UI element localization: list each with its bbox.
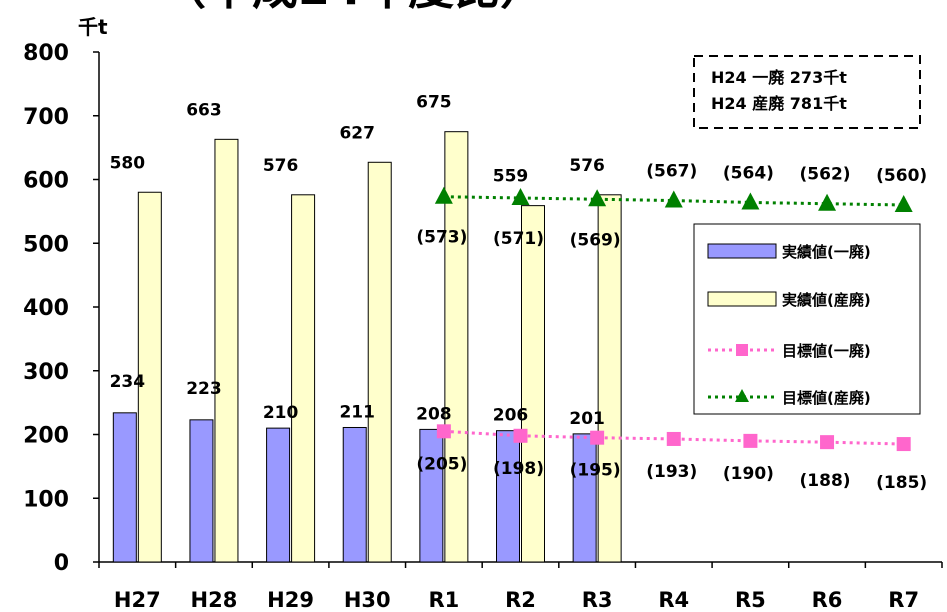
x-axis-labels: H27 H28 H29 H30 R1 R2 R3 R4 R5 R6 R7 — [114, 588, 919, 612]
target-sanpai-value-label: (569) — [570, 230, 621, 250]
annotation-box: H24 一廃 273千t H24 産廃 781千t — [693, 55, 921, 129]
x-tick-label: R5 — [735, 588, 766, 612]
y-tick-label: 300 — [23, 360, 69, 385]
bar-ippai-actual — [572, 433, 597, 563]
target-ippai-point — [743, 433, 758, 448]
x-tick-label: H28 — [191, 588, 238, 612]
bar-ippai-actual — [266, 427, 291, 563]
bar-value-label-sanpai: 559 — [493, 167, 529, 187]
y-tick-label: 800 — [23, 41, 69, 66]
annotation-box-frame — [693, 55, 921, 129]
bar-value-label-sanpai: 663 — [186, 100, 222, 120]
x-tick-label: R7 — [888, 588, 919, 612]
target-sanpai-value-label: (562) — [800, 165, 851, 185]
legend: 実績値(一廃) 実績値(産廃) 目標値(一廃) 目標値(産廃) — [693, 223, 921, 415]
bar-value-label-ippai: 223 — [186, 379, 222, 399]
y-tick-label: 400 — [23, 296, 69, 321]
target-ippai-value-label: (205) — [416, 454, 467, 474]
target-sanpai-point — [818, 193, 837, 211]
y-tick-label: 500 — [23, 232, 69, 257]
bar-ippai-actual — [342, 426, 367, 563]
x-tick-label: R2 — [505, 588, 536, 612]
bar-value-label-sanpai: 580 — [110, 153, 146, 173]
axes — [98, 52, 943, 568]
bar-value-label-ippai: 208 — [416, 404, 452, 424]
y-tick-label: 700 — [23, 105, 69, 130]
y-tick-label: 0 — [54, 551, 69, 576]
bar-sanpai-actual — [521, 205, 545, 563]
target-ippai-value-label: (185) — [876, 473, 927, 493]
target-sanpai-point — [588, 189, 607, 207]
bar-value-label-sanpai: 675 — [416, 93, 452, 113]
legend-swatch-sanpai-actual — [707, 291, 777, 307]
y-tick-label: 100 — [23, 487, 69, 512]
bar-value-label-ippai: 234 — [110, 372, 146, 392]
bar-ippai-actual — [496, 430, 520, 563]
legend-marker-triangle-icon — [735, 389, 749, 402]
y-tick-label: 200 — [23, 424, 69, 449]
x-tick-label: R4 — [658, 588, 689, 612]
y-axis-ticks: 0 100 200 300 400 500 600 700 800 — [23, 41, 99, 576]
target-sanpai-value-label: (560) — [876, 166, 927, 186]
x-tick-label: R1 — [428, 588, 459, 612]
bar-sanpai-actual — [291, 194, 316, 563]
target-sanpai-point — [741, 192, 760, 210]
target-ippai-value-label: (195) — [570, 461, 621, 481]
bar-ippai-actual — [112, 412, 137, 563]
bar-value-label-sanpai: 627 — [339, 123, 375, 143]
target-ippai-point — [436, 424, 451, 439]
bar-value-label-ippai: 211 — [339, 402, 375, 422]
target-sanpai-point — [511, 187, 530, 205]
target-sanpai-point — [894, 195, 913, 212]
bar-sanpai-actual — [137, 191, 162, 563]
target-sanpai-point — [664, 190, 683, 208]
target-ippai-value-label: (198) — [493, 459, 544, 479]
legend-label-ippai-target: 目標値(一廃) — [782, 342, 871, 360]
target-sanpai-value-label: (567) — [646, 162, 697, 182]
target-ippai-point — [590, 430, 605, 445]
bar-sanpai-actual — [444, 131, 469, 563]
x-tick-label: R3 — [582, 588, 613, 612]
chart-title: （平成24年度比） — [160, 0, 546, 15]
target-ippai-value-label: (188) — [800, 471, 851, 491]
legend-label-sanpai-actual: 実績値(産廃) — [782, 291, 871, 309]
target-ippai-value-label: (190) — [723, 464, 774, 484]
bar-ippai-actual — [189, 419, 214, 563]
bar-sanpai-actual — [597, 194, 622, 563]
target-ippai-value-label: (193) — [646, 462, 697, 482]
target-sanpai-point — [434, 186, 453, 204]
target-ippai-point — [513, 428, 528, 443]
bar-value-label-ippai: 201 — [569, 409, 605, 429]
x-tick-label: H27 — [114, 588, 161, 612]
x-tick-label: H30 — [344, 588, 391, 612]
bar-value-label-ippai: 206 — [493, 406, 529, 426]
bar-value-label-ippai: 210 — [263, 403, 299, 423]
bar-sanpai-actual — [214, 138, 239, 563]
bar-ippai-actual — [419, 428, 444, 563]
legend-label-ippai-actual: 実績値(一廃) — [782, 243, 871, 261]
target-ippai-point — [820, 435, 835, 450]
unit-label: 千t — [78, 15, 108, 39]
annotation-line-1: H24 一廃 273千t — [711, 68, 847, 87]
x-tick-label: H29 — [267, 588, 314, 612]
target-sanpai-value-label: (573) — [416, 228, 467, 248]
y-tick-label: 600 — [23, 169, 69, 194]
bar-value-label-sanpai: 576 — [569, 156, 605, 176]
target-sanpai-value-label: (564) — [723, 163, 774, 183]
target-ippai-point — [666, 431, 681, 446]
target-lines — [434, 186, 913, 452]
legend-marker-square-icon — [736, 344, 748, 356]
data-labels: 234 580 223 663 210 576 211 627 208 675 206 559 201 5… — [110, 93, 928, 493]
bars — [112, 131, 622, 563]
legend-label-sanpai-target: 目標値(産廃) — [782, 389, 871, 407]
bar-sanpai-actual — [367, 161, 392, 563]
legend-swatch-ippai-actual — [707, 243, 777, 259]
bar-value-label-sanpai: 576 — [263, 156, 299, 176]
x-tick-label: R6 — [812, 588, 843, 612]
annotation-line-2: H24 産廃 781千t — [711, 94, 847, 113]
target-ippai-point — [896, 437, 911, 452]
target-sanpai-value-label: (571) — [493, 229, 544, 249]
